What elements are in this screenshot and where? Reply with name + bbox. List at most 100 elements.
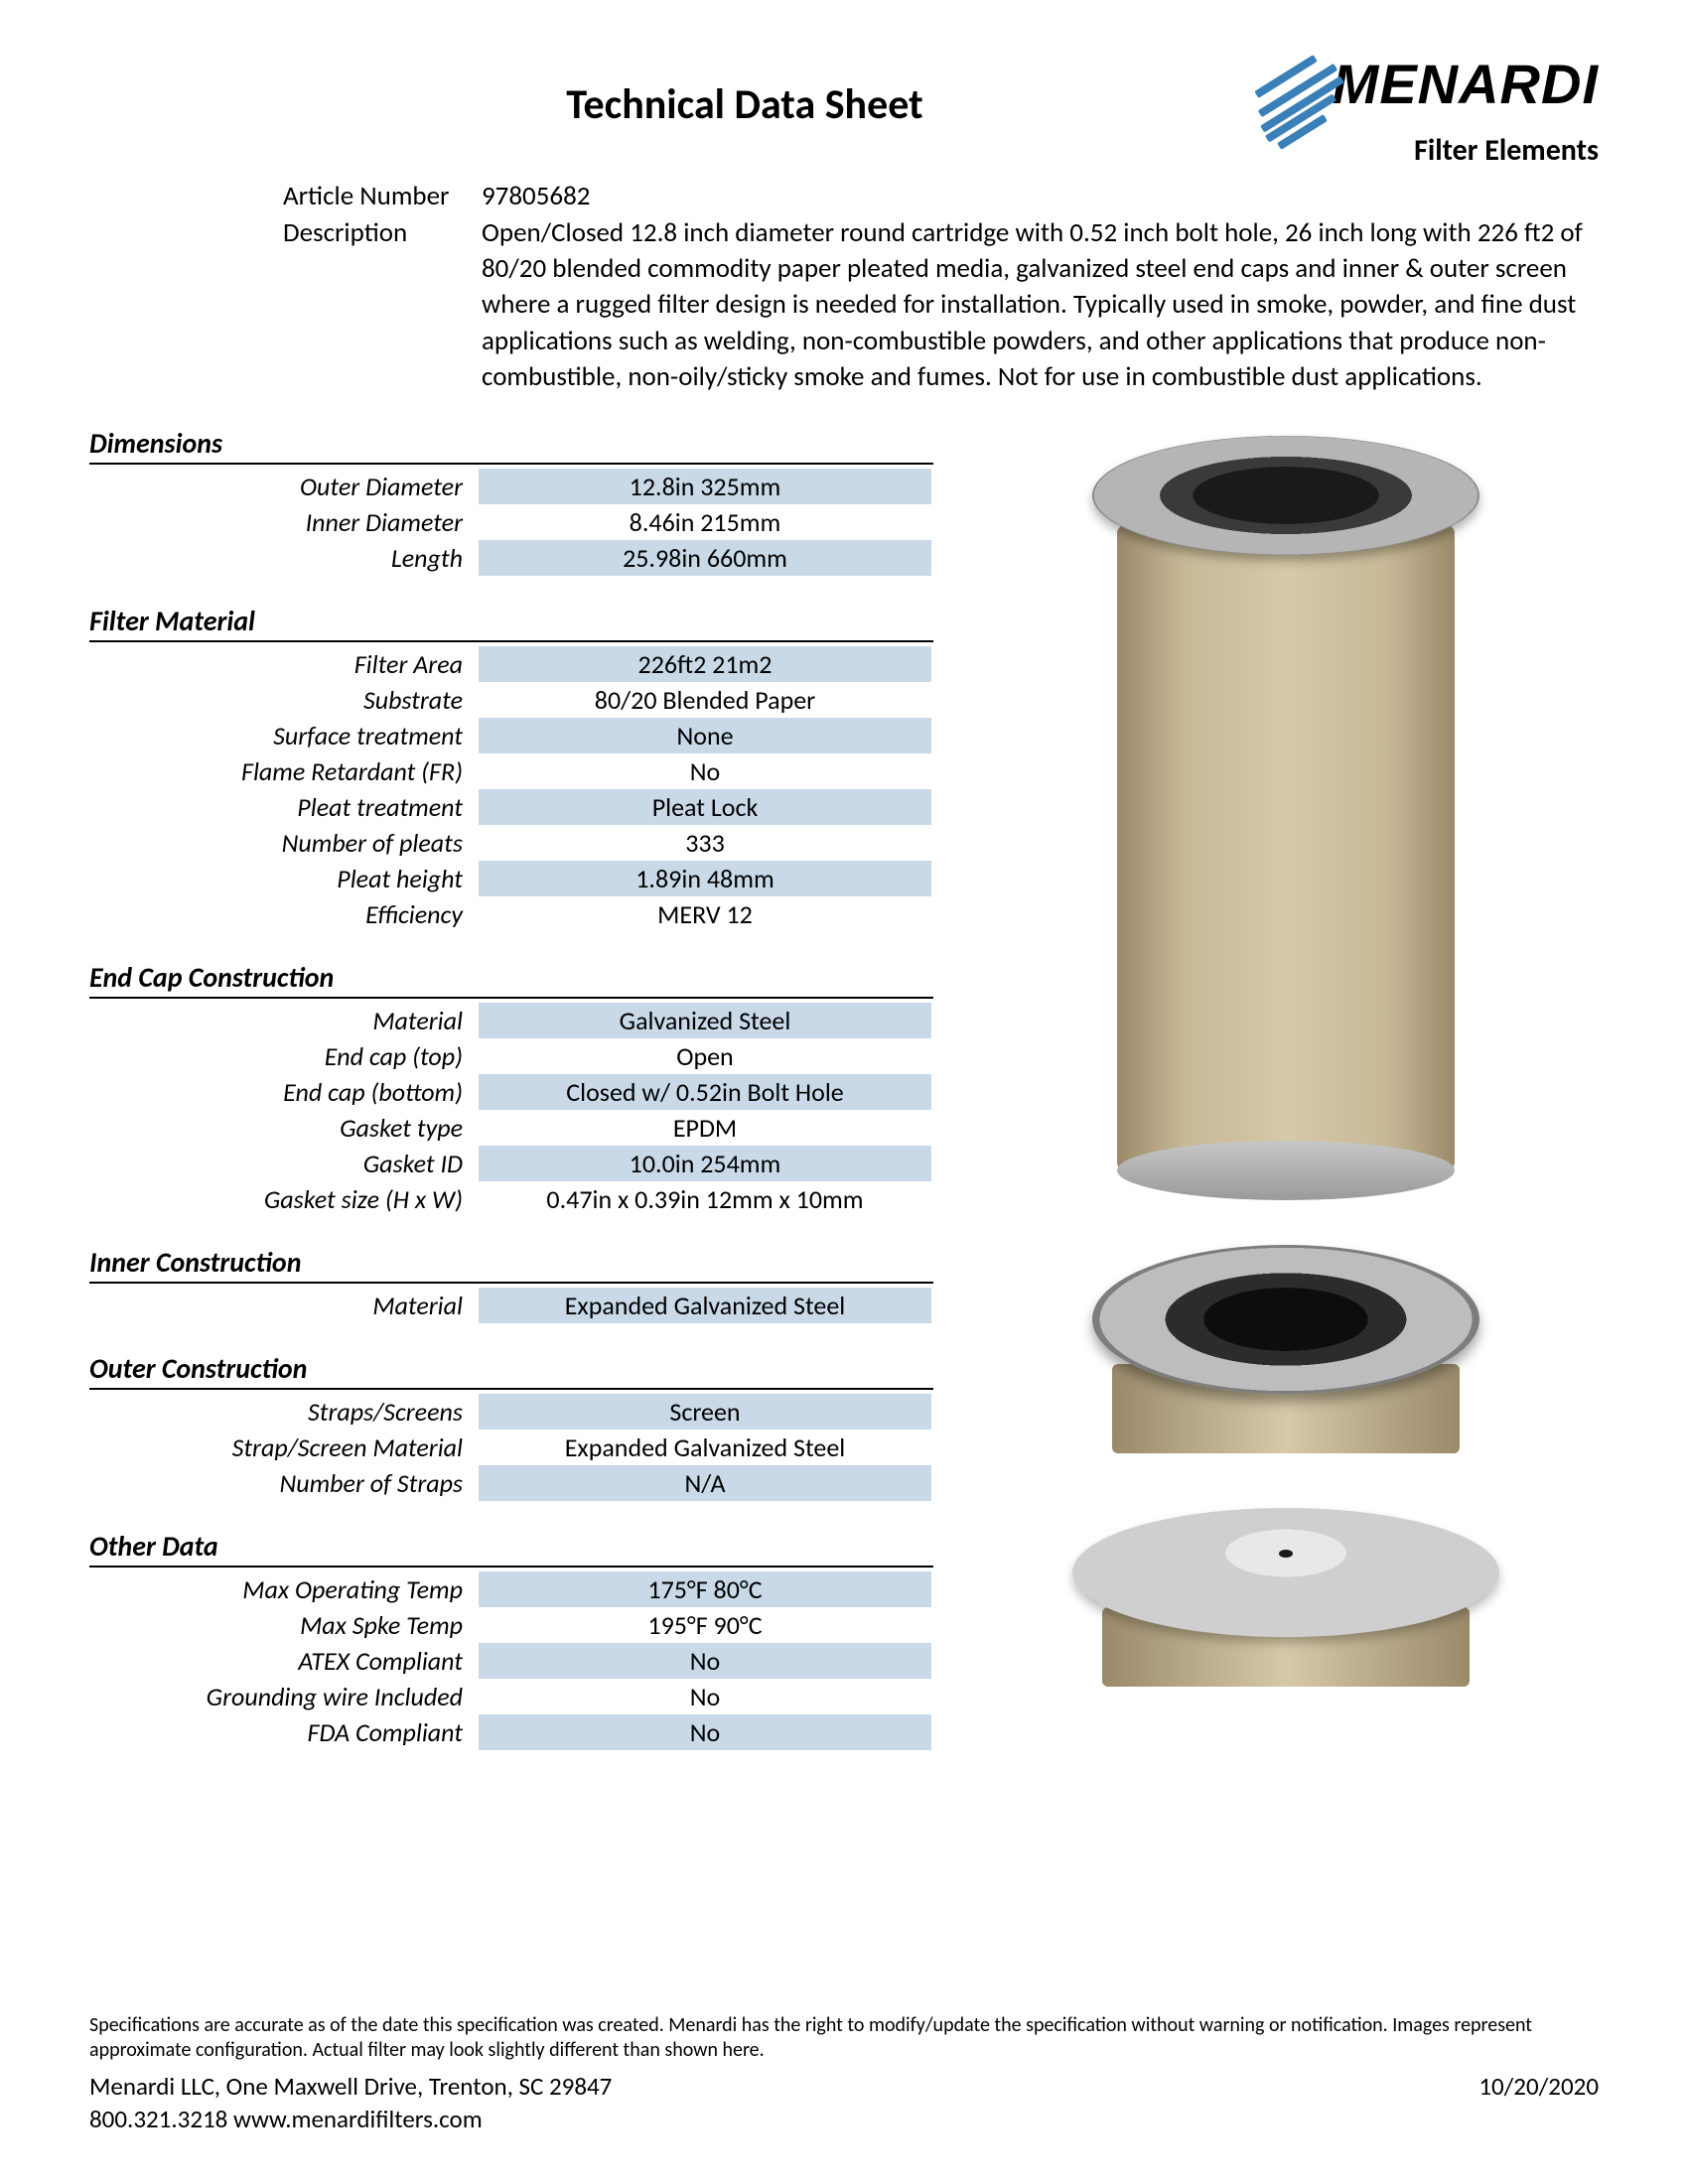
spec-label: Efficiency xyxy=(89,896,477,932)
spec-value: 333 xyxy=(477,825,933,861)
section-title: Inner Construction xyxy=(89,1245,933,1284)
spec-label: Straps/Screens xyxy=(89,1394,477,1430)
spec-value: Closed w/ 0.52in Bolt Hole xyxy=(477,1074,933,1110)
spec-value: No xyxy=(477,1714,933,1750)
spec-row: EfficiencyMERV 12 xyxy=(89,896,933,932)
spec-label: Grounding wire Included xyxy=(89,1679,477,1714)
meta-block: Article Number 97805682 Description Open… xyxy=(283,179,1599,396)
section-title: Filter Material xyxy=(89,604,933,642)
spec-value: No xyxy=(477,1643,933,1679)
spec-value: 80/20 Blended Paper xyxy=(477,682,933,718)
footer: Specifications are accurate as of the da… xyxy=(89,2013,1599,2134)
section-title: Other Data xyxy=(89,1529,933,1568)
spec-row: Pleat treatmentPleat Lock xyxy=(89,789,933,825)
spec-label: Pleat treatment xyxy=(89,789,477,825)
spec-value: No xyxy=(477,1679,933,1714)
logo: MENARDI Filter Elements xyxy=(1172,60,1599,169)
spec-value: 10.0in 254mm xyxy=(477,1146,933,1181)
spec-value: 0.47in x 0.39in 12mm x 10mm xyxy=(477,1181,933,1217)
spec-value: 12.8in 325mm xyxy=(477,469,933,504)
footer-address: Menardi LLC, One Maxwell Drive, Trenton,… xyxy=(89,2071,612,2102)
logo-swoosh-icon xyxy=(1261,65,1340,134)
spec-value: 226ft2 21m2 xyxy=(477,646,933,682)
spec-value: Expanded Galvanized Steel xyxy=(477,1430,933,1465)
spec-value: N/A xyxy=(477,1465,933,1501)
spec-row: FDA CompliantNo xyxy=(89,1714,933,1750)
spec-label: Surface treatment xyxy=(89,718,477,753)
spec-label: Max Spke Temp xyxy=(89,1607,477,1643)
spec-label: Gasket size (H x W) xyxy=(89,1181,477,1217)
spec-value: Galvanized Steel xyxy=(477,1003,933,1038)
spec-row: Filter Area226ft2 21m2 xyxy=(89,646,933,682)
spec-label: Length xyxy=(89,540,477,576)
page-title: Technical Data Sheet xyxy=(318,79,1172,130)
section-end-cap: End Cap Construction MaterialGalvanized … xyxy=(89,960,933,1217)
section-title: Dimensions xyxy=(89,426,933,465)
spec-label: Number of pleats xyxy=(89,825,477,861)
spec-label: End cap (top) xyxy=(89,1038,477,1074)
spec-value: None xyxy=(477,718,933,753)
spec-column: Dimensions Outer Diameter12.8in 325mmInn… xyxy=(89,426,933,1778)
logo-text: MENARDI xyxy=(1333,53,1599,115)
spec-value: Expanded Galvanized Steel xyxy=(477,1288,933,1323)
spec-label: Gasket type xyxy=(89,1110,477,1146)
spec-row: Straps/ScreensScreen xyxy=(89,1394,933,1430)
spec-value: Open xyxy=(477,1038,933,1074)
description-label: Description xyxy=(283,215,482,396)
spec-row: Length25.98in 660mm xyxy=(89,540,933,576)
spec-label: Gasket ID xyxy=(89,1146,477,1181)
spec-row: End cap (bottom)Closed w/ 0.52in Bolt Ho… xyxy=(89,1074,933,1110)
spec-label: FDA Compliant xyxy=(89,1714,477,1750)
section-title: Outer Construction xyxy=(89,1351,933,1390)
spec-row: Pleat height1.89in 48mm xyxy=(89,861,933,896)
product-image-bottom xyxy=(1072,1488,1499,1687)
disclaimer-text: Specifications are accurate as of the da… xyxy=(89,2013,1599,2063)
spec-row: Outer Diameter12.8in 325mm xyxy=(89,469,933,504)
section-title: End Cap Construction xyxy=(89,960,933,999)
description-value: Open/Closed 12.8 inch diameter round car… xyxy=(482,215,1599,396)
product-image-top xyxy=(1092,1235,1479,1453)
header: Technical Data Sheet MENARDI Filter Elem… xyxy=(89,60,1599,169)
spec-row: Flame Retardant (FR)No xyxy=(89,753,933,789)
title-block: Technical Data Sheet xyxy=(89,60,1172,130)
spec-label: Number of Straps xyxy=(89,1465,477,1501)
spec-row: MaterialGalvanized Steel xyxy=(89,1003,933,1038)
spec-value: EPDM xyxy=(477,1110,933,1146)
spec-label: Inner Diameter xyxy=(89,504,477,540)
spec-label: ATEX Compliant xyxy=(89,1643,477,1679)
spec-label: Pleat height xyxy=(89,861,477,896)
spec-row: Gasket typeEPDM xyxy=(89,1110,933,1146)
spec-value: 1.89in 48mm xyxy=(477,861,933,896)
spec-label: Flame Retardant (FR) xyxy=(89,753,477,789)
spec-row: End cap (top)Open xyxy=(89,1038,933,1074)
spec-row: Strap/Screen MaterialExpanded Galvanized… xyxy=(89,1430,933,1465)
spec-row: Surface treatmentNone xyxy=(89,718,933,753)
spec-row: Number of pleats333 xyxy=(89,825,933,861)
spec-row: Inner Diameter8.46in 215mm xyxy=(89,504,933,540)
spec-row: Max Operating Temp175°F 80°C xyxy=(89,1571,933,1607)
spec-label: Material xyxy=(89,1288,477,1323)
spec-value: 175°F 80°C xyxy=(477,1571,933,1607)
spec-row: Substrate80/20 Blended Paper xyxy=(89,682,933,718)
spec-value: Pleat Lock xyxy=(477,789,933,825)
spec-value: Screen xyxy=(477,1394,933,1430)
spec-label: Filter Area xyxy=(89,646,477,682)
footer-date: 10/20/2020 xyxy=(1478,2071,1599,2134)
product-image-side xyxy=(1092,436,1479,1200)
content: Dimensions Outer Diameter12.8in 325mmInn… xyxy=(89,426,1599,1778)
spec-value: MERV 12 xyxy=(477,896,933,932)
footer-contact: 800.321.3218 www.menardifilters.com xyxy=(89,2104,612,2134)
spec-row: Grounding wire IncludedNo xyxy=(89,1679,933,1714)
section-filter-material: Filter Material Filter Area226ft2 21m2Su… xyxy=(89,604,933,932)
logo-subtext: Filter Elements xyxy=(1261,132,1599,169)
spec-row: Gasket ID10.0in 254mm xyxy=(89,1146,933,1181)
spec-value: 195°F 90°C xyxy=(477,1607,933,1643)
article-number-value: 97805682 xyxy=(482,179,1599,214)
spec-row: MaterialExpanded Galvanized Steel xyxy=(89,1288,933,1323)
spec-label: End cap (bottom) xyxy=(89,1074,477,1110)
spec-value: 8.46in 215mm xyxy=(477,504,933,540)
spec-label: Material xyxy=(89,1003,477,1038)
spec-label: Strap/Screen Material xyxy=(89,1430,477,1465)
section-dimensions: Dimensions Outer Diameter12.8in 325mmInn… xyxy=(89,426,933,576)
spec-row: Gasket size (H x W)0.47in x 0.39in 12mm … xyxy=(89,1181,933,1217)
